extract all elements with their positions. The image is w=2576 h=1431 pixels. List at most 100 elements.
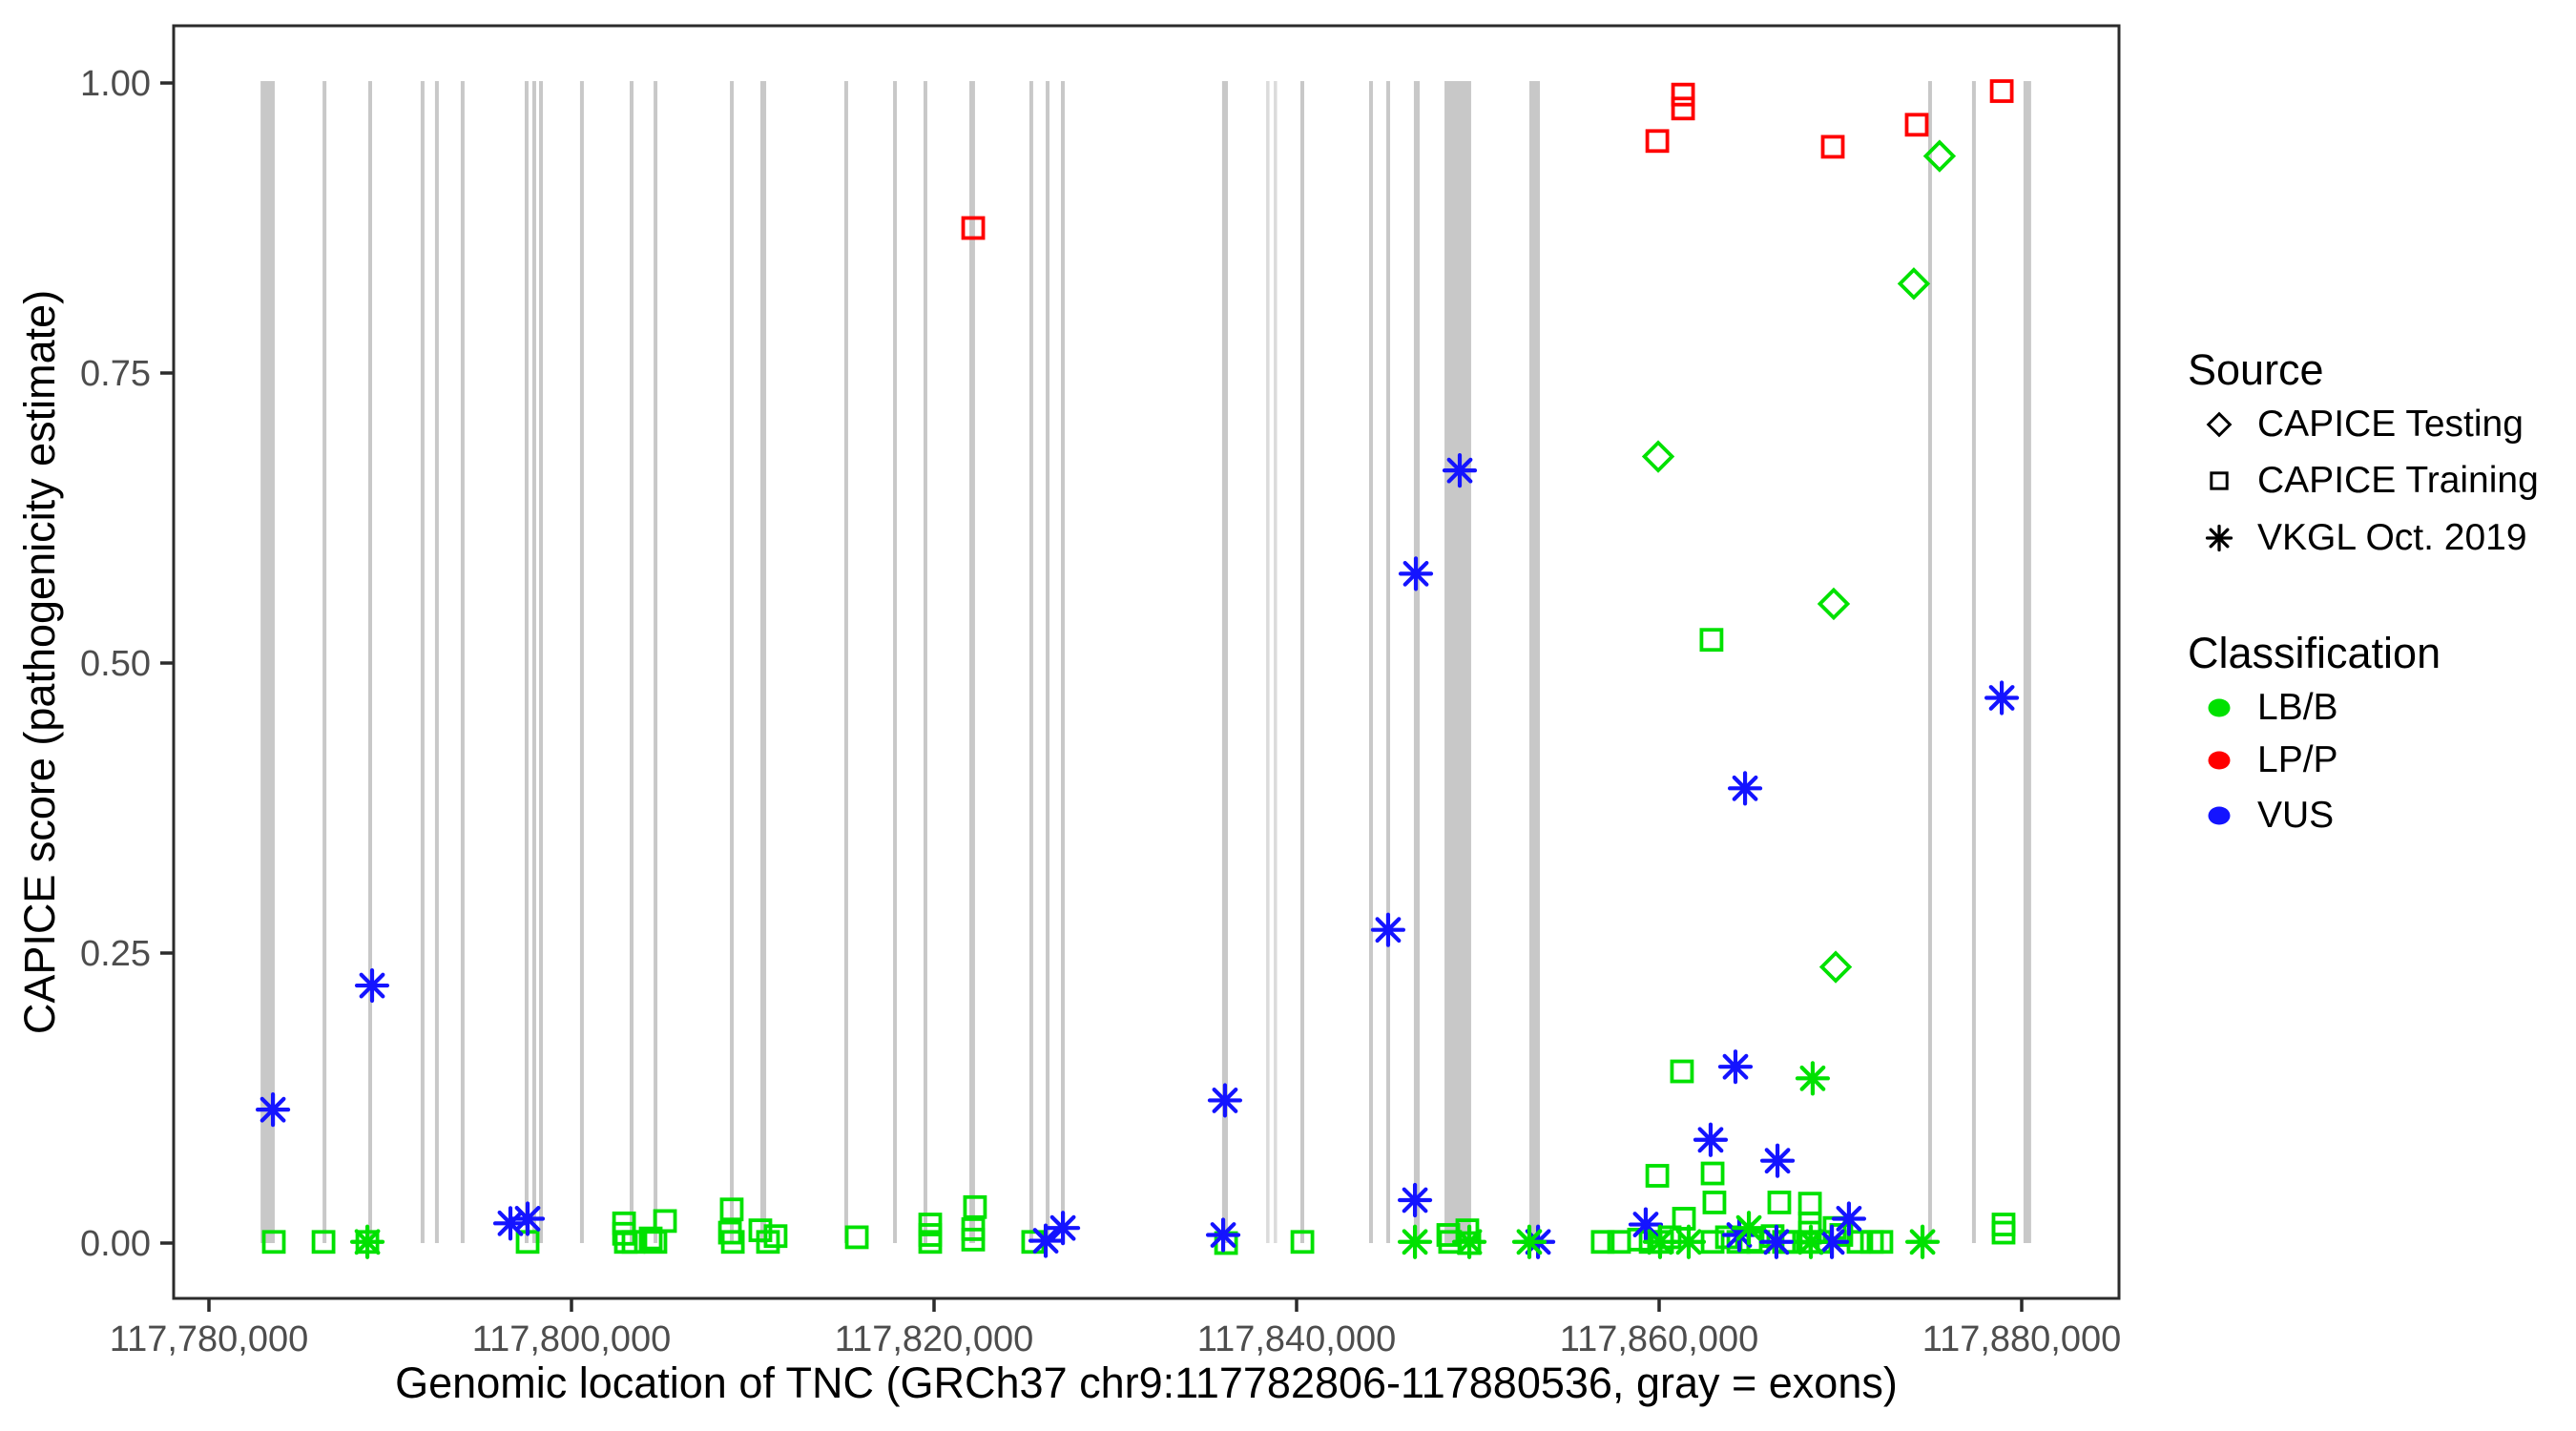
point-square xyxy=(1869,1230,1894,1255)
point-diamond xyxy=(1641,440,1675,473)
point-square xyxy=(720,1230,745,1255)
x-tick-label: 117,860,000 xyxy=(1560,1319,1759,1359)
point-asterisk xyxy=(1398,556,1434,591)
point-asterisk xyxy=(1795,1061,1831,1096)
point-asterisk xyxy=(1628,1207,1664,1242)
exon-bar xyxy=(730,81,735,1243)
point-diamond xyxy=(1818,950,1853,984)
legend-item-vkgl: VKGL Oct. 2019 xyxy=(2194,514,2527,562)
point-square xyxy=(844,1225,869,1250)
point-square xyxy=(638,1226,663,1251)
point-asterisk xyxy=(1205,1217,1241,1253)
point-asterisk xyxy=(2205,524,2233,552)
exon-bar xyxy=(1266,81,1270,1243)
point-square xyxy=(1699,628,1724,653)
point-square xyxy=(2210,471,2229,490)
point-asterisk xyxy=(1984,680,2020,716)
y-tick-label: 1.00 xyxy=(80,64,151,104)
legend-item-label: CAPICE Training xyxy=(2257,460,2539,501)
legend-item-label: LP/P xyxy=(2257,739,2338,780)
legend-dot xyxy=(2208,698,2231,717)
point-square xyxy=(1671,82,1695,107)
point-square xyxy=(1645,1164,1670,1188)
diamond-icon xyxy=(2206,411,2233,438)
exon-bar xyxy=(368,81,372,1243)
point-square xyxy=(621,1230,646,1255)
point-square xyxy=(756,1230,780,1255)
legend-dot xyxy=(2208,751,2231,770)
point-asterisk xyxy=(509,1201,546,1236)
point-square xyxy=(1590,1230,1615,1255)
point-diamond xyxy=(1817,587,1851,621)
point-square xyxy=(1700,1161,1725,1186)
exon-bar xyxy=(1028,81,1033,1243)
point-asterisk xyxy=(1671,1224,1707,1259)
point-asterisk xyxy=(1759,1143,1796,1178)
point-square xyxy=(763,1224,788,1249)
point-square xyxy=(1671,96,1695,121)
point-square xyxy=(1820,135,1845,159)
point-asterisk xyxy=(1731,1211,1767,1246)
legend-item-label: VKGL Oct. 2019 xyxy=(2257,517,2527,558)
exon-bar xyxy=(579,81,584,1243)
exon-bar xyxy=(893,81,898,1243)
exon-bar xyxy=(629,81,634,1243)
point-square xyxy=(1991,1220,2016,1245)
exon-bar xyxy=(420,81,425,1243)
exon-bar xyxy=(538,81,543,1243)
exon-bar xyxy=(1274,81,1278,1243)
legend-item-vus: VUS xyxy=(2194,792,2334,840)
point-diamond xyxy=(2206,411,2233,438)
legend-item-capice-testing: CAPICE Testing xyxy=(2194,401,2524,448)
point-square xyxy=(961,1227,986,1252)
point-asterisk xyxy=(1451,1224,1487,1259)
point-square xyxy=(1702,1191,1727,1214)
point-asterisk xyxy=(1831,1201,1867,1236)
point-square xyxy=(719,1197,744,1222)
legend-dot xyxy=(2208,806,2231,825)
point-asterisk xyxy=(1904,1224,1941,1259)
point-asterisk xyxy=(1511,1224,1548,1259)
point-asterisk xyxy=(1717,1049,1754,1085)
exon-bar xyxy=(2023,81,2031,1243)
exon-bar xyxy=(531,81,536,1243)
legend-item-capice-training: CAPICE Training xyxy=(2194,457,2539,505)
exon-bar xyxy=(1221,81,1228,1243)
point-square xyxy=(1767,1191,1792,1214)
point-asterisk xyxy=(1758,1224,1795,1259)
exon-bar xyxy=(1369,81,1373,1243)
point-asterisk xyxy=(1793,1224,1829,1259)
red-dot-icon xyxy=(2208,751,2231,770)
point-square xyxy=(1797,1192,1822,1216)
point-asterisk xyxy=(1693,1122,1729,1157)
x-axis-title: Genomic location of TNC (GRCh37 chr9:117… xyxy=(395,1358,1898,1407)
green-dot-icon xyxy=(2208,698,2231,717)
point-square xyxy=(653,1209,677,1234)
point-asterisk xyxy=(1642,1224,1678,1259)
square-icon xyxy=(2210,471,2229,490)
legend-item-lbb: LB/B xyxy=(2194,684,2338,732)
point-asterisk xyxy=(1397,1224,1433,1259)
exon-bar xyxy=(260,81,275,1243)
x-tick-label: 117,800,000 xyxy=(472,1319,672,1359)
plot-border xyxy=(172,24,2121,1300)
exon-bar xyxy=(843,81,848,1243)
exon-bar xyxy=(524,81,529,1243)
exon-bar xyxy=(1386,81,1391,1243)
point-square xyxy=(961,216,986,240)
exon-bar xyxy=(1299,81,1304,1243)
point-square xyxy=(1672,1207,1696,1231)
x-tick-label: 117,820,000 xyxy=(835,1319,1034,1359)
point-square xyxy=(261,1230,286,1255)
point-square xyxy=(311,1230,336,1255)
point-asterisk xyxy=(255,1092,291,1128)
exon-bar xyxy=(460,81,465,1243)
exon-bar xyxy=(1927,81,1932,1243)
exon-bar xyxy=(1413,81,1421,1243)
exon-bar xyxy=(434,81,439,1243)
point-asterisk xyxy=(354,967,390,1004)
exon-bar xyxy=(969,81,975,1243)
point-diamond xyxy=(1922,139,1957,173)
